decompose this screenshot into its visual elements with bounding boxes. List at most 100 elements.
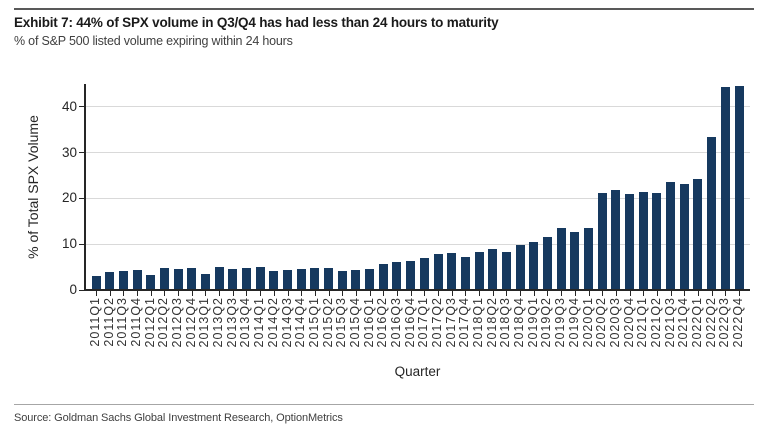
x-tick-label: 2012Q2 <box>156 297 171 348</box>
x-tick-label: 2012Q3 <box>170 297 185 348</box>
x-axis-tick <box>656 290 658 296</box>
x-tick-label: 2021Q1 <box>635 297 650 348</box>
x-tick-label: 2016Q3 <box>388 297 403 348</box>
x-axis-tick <box>643 290 645 296</box>
y-tick-label: 10 <box>61 236 77 252</box>
x-axis-tick <box>287 290 289 296</box>
x-axis-tick <box>191 290 193 296</box>
x-tick-label: 2014Q3 <box>279 297 294 348</box>
x-tick-label: 2017Q2 <box>430 297 445 348</box>
x-axis-tick <box>615 290 617 296</box>
x-axis-title: Quarter <box>394 364 441 379</box>
bar <box>241 268 251 290</box>
x-axis-tick <box>314 290 316 296</box>
x-tick-label: 2013Q1 <box>197 297 212 348</box>
bar <box>488 248 498 290</box>
bar <box>269 270 279 290</box>
x-tick-label: 2016Q1 <box>361 297 376 348</box>
x-axis-tick <box>178 290 180 296</box>
x-axis-tick <box>383 290 385 296</box>
bar <box>419 258 429 290</box>
x-axis-tick <box>520 290 522 296</box>
y-axis-line <box>84 84 86 290</box>
bar <box>447 253 457 290</box>
x-axis-tick <box>697 290 699 296</box>
bar <box>228 269 238 290</box>
bar <box>652 193 662 290</box>
bar <box>625 194 635 290</box>
bar <box>638 191 648 290</box>
x-axis-tick <box>369 290 371 296</box>
bar <box>433 254 443 290</box>
y-tick-label: 0 <box>69 282 77 297</box>
x-tick-label: 2020Q3 <box>607 297 622 348</box>
bar <box>693 179 703 290</box>
bar <box>200 273 210 290</box>
x-axis-tick <box>574 290 576 296</box>
x-axis-tick <box>492 290 494 296</box>
x-tick-label: 2014Q1 <box>252 297 267 348</box>
x-tick-label: 2012Q4 <box>183 297 198 348</box>
y-axis-tick <box>79 106 85 108</box>
bar <box>474 252 484 290</box>
source-text: Source: Goldman Sachs Global Investment … <box>14 412 343 424</box>
bar <box>283 269 293 290</box>
x-axis-tick <box>355 290 357 296</box>
x-axis-tick <box>137 290 139 296</box>
x-tick-label: 2018Q1 <box>471 297 486 348</box>
x-tick-label: 2015Q3 <box>334 297 349 348</box>
bar <box>406 260 416 290</box>
x-tick-label: 2017Q1 <box>416 297 431 348</box>
x-axis-tick <box>561 290 563 296</box>
bar <box>105 272 115 290</box>
x-axis-tick <box>602 290 604 296</box>
x-axis-tick <box>109 290 111 296</box>
x-axis-tick <box>410 290 412 296</box>
bar <box>734 86 744 290</box>
bar <box>159 267 169 290</box>
y-axis-tick <box>79 289 85 291</box>
x-axis-tick <box>96 290 97 296</box>
x-axis-tick <box>273 290 275 296</box>
bar <box>146 274 156 290</box>
bar <box>679 183 689 290</box>
x-axis-tick <box>684 290 686 296</box>
x-axis-tick <box>629 290 631 296</box>
x-axis-tick <box>246 290 248 296</box>
bar <box>720 87 730 290</box>
x-tick-label: 2022Q3 <box>717 297 732 348</box>
x-tick-label: 2022Q1 <box>689 297 704 348</box>
bar <box>173 269 183 290</box>
x-axis-tick <box>342 290 344 296</box>
x-axis-tick <box>219 290 221 296</box>
x-tick-label: 2018Q4 <box>512 297 527 348</box>
bar <box>310 268 320 290</box>
y-axis-tick <box>79 197 85 199</box>
x-tick-label: 2011Q1 <box>88 297 102 347</box>
bar <box>707 136 717 290</box>
x-tick-label: 2011Q4 <box>129 297 144 347</box>
bar <box>365 268 375 290</box>
x-axis-tick <box>739 290 740 296</box>
y-tick-label: 20 <box>61 190 77 206</box>
x-tick-label: 2015Q2 <box>320 297 335 348</box>
x-tick-label: 2019Q3 <box>553 297 568 348</box>
x-axis-tick <box>123 290 125 296</box>
bar <box>187 268 197 290</box>
gridline <box>85 197 750 199</box>
bar <box>597 192 607 290</box>
x-tick-label: 2019Q1 <box>525 297 540 348</box>
x-tick-label: 2022Q4 <box>731 297 745 348</box>
x-tick-label: 2013Q3 <box>224 297 239 348</box>
x-axis-tick <box>670 290 672 296</box>
bar <box>460 257 470 290</box>
x-tick-label: 2011Q2 <box>101 297 116 347</box>
x-axis-tick <box>260 290 262 296</box>
bar <box>570 232 580 290</box>
bar <box>501 251 511 290</box>
x-tick-label: 2013Q2 <box>211 297 226 348</box>
x-axis-tick <box>451 290 453 296</box>
bar-chart: % of Total SPX Volume Quarter 0 10 20 30 40 2… <box>25 84 750 379</box>
bar <box>515 244 525 290</box>
bar <box>611 190 621 290</box>
